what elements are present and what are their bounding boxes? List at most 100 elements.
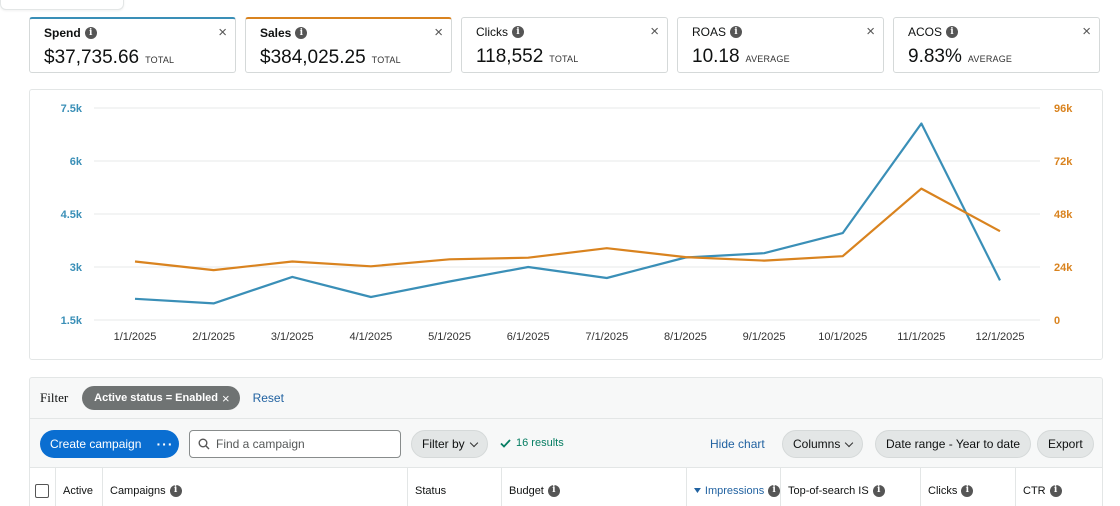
hide-chart-link[interactable]: Hide chart bbox=[710, 437, 765, 451]
date-range-label: Date range - Year to date bbox=[886, 437, 1021, 451]
metric-card-spend[interactable]: Spend i $37,735.66 TOTAL × bbox=[29, 17, 236, 73]
y-right-tick-label: 24k bbox=[1054, 262, 1073, 274]
column-header-active[interactable]: Active bbox=[56, 468, 103, 506]
column-header-campaigns[interactable]: Campaigns i bbox=[103, 468, 408, 506]
metric-value: 9.83% bbox=[908, 46, 962, 67]
column-label: Clicks bbox=[928, 484, 958, 497]
x-tick-label: 8/1/2025 bbox=[664, 331, 707, 343]
y-right-tick-label: 0 bbox=[1054, 315, 1060, 327]
metric-card-sales[interactable]: Sales i $384,025.25 TOTAL × bbox=[245, 17, 452, 73]
metric-label: Clicks bbox=[476, 25, 508, 39]
close-icon[interactable]: × bbox=[866, 23, 875, 40]
performance-chart: 1.5k 3k 4.5k 6k 7.5k 0 24k 48k 72k 96k 1/1/2025 2/1… bbox=[29, 89, 1103, 360]
column-header-clicks[interactable]: Clicks i bbox=[921, 468, 1016, 506]
info-icon[interactable]: i bbox=[512, 26, 524, 38]
metric-label: ACOS bbox=[908, 25, 943, 39]
column-label: Impressions bbox=[704, 484, 765, 497]
date-range-button[interactable]: Date range - Year to date bbox=[875, 430, 1032, 458]
chevron-down-icon bbox=[469, 438, 478, 447]
export-label: Export bbox=[1048, 437, 1083, 451]
table-header: Active Campaigns i Status Budget i Impress… bbox=[30, 467, 1102, 506]
x-tick-label: 7/1/2025 bbox=[585, 331, 628, 343]
sales-series-line bbox=[134, 187, 1001, 272]
campaign-search bbox=[189, 430, 401, 458]
metric-value: $37,735.66 bbox=[44, 47, 140, 68]
y-right-tick-label: 96k bbox=[1054, 103, 1073, 115]
y-right-tick-label: 48k bbox=[1054, 209, 1073, 221]
metric-card-acos[interactable]: ACOS i 9.83% AVERAGE × bbox=[893, 17, 1100, 73]
x-tick-label: 5/1/2025 bbox=[428, 331, 471, 343]
metric-suffix: TOTAL bbox=[145, 55, 175, 65]
info-icon[interactable]: i bbox=[1049, 484, 1062, 497]
y-left-tick-label: 7.5k bbox=[61, 103, 83, 115]
column-label: Status bbox=[415, 484, 447, 497]
toolbar: Create campaign ··· Filter by 16 results… bbox=[30, 419, 1102, 467]
metric-value: $384,025.25 bbox=[260, 47, 366, 68]
y-left-tick-label: 4.5k bbox=[61, 209, 83, 221]
filter-label: Filter bbox=[40, 390, 69, 405]
spend-series-line bbox=[134, 122, 1001, 305]
x-tick-label: 12/1/2025 bbox=[976, 331, 1025, 343]
x-tick-label: 6/1/2025 bbox=[507, 331, 550, 343]
y-left-tick-label: 3k bbox=[70, 262, 83, 274]
export-button[interactable]: Export bbox=[1037, 430, 1094, 458]
filter-row: Filter Active status = Enabled × Reset bbox=[30, 378, 1102, 419]
column-label: Active bbox=[63, 484, 93, 497]
info-icon[interactable]: i bbox=[84, 27, 97, 39]
x-tick-label: 4/1/2025 bbox=[349, 331, 392, 343]
column-header-ctr[interactable]: CTR i bbox=[1016, 468, 1102, 506]
metric-suffix: TOTAL bbox=[371, 55, 401, 65]
metric-suffix: TOTAL bbox=[549, 54, 579, 64]
chart-svg: 1.5k 3k 4.5k 6k 7.5k 0 24k 48k 72k 96k 1/1/2025 2/1… bbox=[61, 103, 1074, 343]
column-label: Campaigns bbox=[110, 484, 166, 497]
results-text: 16 results bbox=[516, 437, 564, 449]
column-header-top-of-search-is[interactable]: Top-of-search IS i bbox=[781, 468, 921, 506]
create-campaign-button[interactable]: Create campaign bbox=[40, 430, 152, 458]
column-label: CTR bbox=[1023, 484, 1046, 497]
column-header-budget[interactable]: Budget i bbox=[502, 468, 687, 506]
info-icon[interactable]: i bbox=[768, 484, 780, 497]
campaigns-panel: Filter Active status = Enabled × Reset Cr… bbox=[29, 377, 1103, 506]
close-icon[interactable]: × bbox=[434, 24, 443, 41]
metric-value: 10.18 bbox=[692, 46, 740, 67]
info-icon[interactable]: i bbox=[961, 484, 974, 497]
top-popover-edge bbox=[0, 0, 124, 10]
search-input[interactable] bbox=[216, 437, 386, 451]
info-icon[interactable]: i bbox=[946, 26, 959, 38]
column-header-status[interactable]: Status bbox=[408, 468, 502, 506]
metric-value: 118,552 bbox=[476, 46, 544, 67]
x-tick-label: 10/1/2025 bbox=[818, 331, 867, 343]
column-label: Budget bbox=[509, 484, 544, 497]
info-icon[interactable]: i bbox=[872, 484, 885, 497]
column-label: Top-of-search IS bbox=[788, 484, 869, 497]
info-icon[interactable]: i bbox=[730, 26, 743, 38]
metric-card-clicks[interactable]: Clicks i 118,552 TOTAL × bbox=[461, 17, 668, 73]
info-icon[interactable]: i bbox=[547, 484, 560, 497]
info-icon[interactable]: i bbox=[169, 484, 182, 497]
filter-by-dropdown[interactable]: Filter by bbox=[411, 430, 488, 458]
metric-suffix: AVERAGE bbox=[745, 54, 790, 64]
column-header-impressions[interactable]: Impressions i bbox=[687, 468, 781, 506]
metric-card-roas[interactable]: ROAS i 10.18 AVERAGE × bbox=[677, 17, 884, 73]
reset-filters-link[interactable]: Reset bbox=[252, 391, 284, 405]
filter-by-label: Filter by bbox=[422, 437, 465, 451]
chip-close-icon[interactable]: × bbox=[221, 390, 230, 406]
more-actions-button[interactable]: ··· bbox=[151, 430, 179, 458]
close-icon[interactable]: × bbox=[650, 23, 659, 40]
columns-dropdown[interactable]: Columns bbox=[782, 430, 864, 458]
chip-label: Active status = Enabled bbox=[94, 392, 218, 404]
x-tick-label: 2/1/2025 bbox=[192, 331, 235, 343]
y-left-tick-label: 1.5k bbox=[61, 315, 83, 327]
chevron-down-icon bbox=[845, 438, 854, 447]
y-left-tick-label: 6k bbox=[70, 156, 83, 168]
filter-chip-active-status[interactable]: Active status = Enabled × bbox=[82, 386, 240, 410]
select-all-checkbox[interactable] bbox=[35, 483, 49, 498]
select-all-cell bbox=[30, 468, 56, 506]
search-icon bbox=[198, 438, 210, 450]
info-icon[interactable]: i bbox=[295, 27, 308, 39]
x-tick-label: 3/1/2025 bbox=[271, 331, 314, 343]
close-icon[interactable]: × bbox=[218, 24, 227, 41]
close-icon[interactable]: × bbox=[1082, 23, 1091, 40]
columns-label: Columns bbox=[793, 437, 841, 451]
sort-desc-icon bbox=[694, 488, 701, 493]
